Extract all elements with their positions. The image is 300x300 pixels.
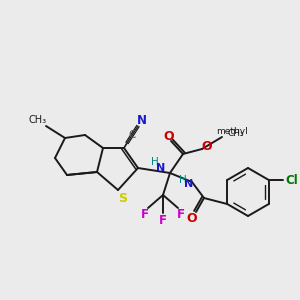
Text: N: N [137, 113, 147, 127]
Text: O: O [164, 130, 174, 143]
Text: O: O [202, 140, 212, 152]
Text: methyl: methyl [216, 128, 248, 136]
Text: N: N [156, 163, 166, 173]
Text: F: F [141, 208, 149, 221]
Text: C: C [128, 130, 136, 140]
Text: F: F [159, 214, 167, 226]
Text: H: H [179, 175, 187, 185]
Text: Cl: Cl [285, 173, 298, 187]
Text: CH₃: CH₃ [228, 128, 244, 137]
Text: N: N [184, 179, 194, 189]
Text: S: S [118, 193, 127, 206]
Text: CH₃: CH₃ [29, 115, 47, 125]
Text: O: O [187, 212, 197, 224]
Text: H: H [151, 157, 159, 167]
Text: F: F [177, 208, 185, 221]
